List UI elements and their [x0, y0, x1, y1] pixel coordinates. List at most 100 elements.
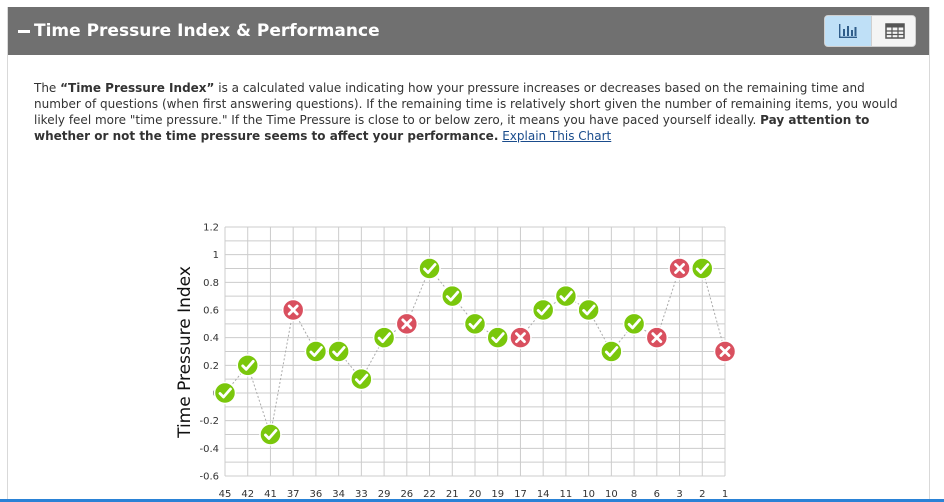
y-tick-label: 1: [213, 250, 219, 261]
panel-title: Time Pressure Index & Performance: [34, 21, 380, 41]
chart-grid: [224, 226, 726, 477]
y-axis-label: Time Pressure Index: [175, 266, 195, 439]
correct-point: [213, 381, 237, 405]
correct-point: [531, 298, 555, 322]
point-marker: [463, 312, 487, 336]
x-tick-label: 21: [446, 489, 459, 500]
point-marker: [531, 298, 555, 322]
x-tick-label: 19: [491, 489, 504, 500]
incorrect-point: [509, 326, 532, 349]
point-marker: [418, 257, 441, 280]
point-marker: [372, 326, 396, 349]
check-icon: [627, 318, 641, 330]
chart-view-button[interactable]: [825, 16, 871, 46]
correct-point: [600, 340, 623, 363]
check-icon: [582, 304, 596, 316]
correct-point: [372, 326, 396, 349]
x-tick-label: 10: [582, 489, 595, 500]
x-icon: [515, 332, 526, 344]
x-tick-label: 37: [287, 489, 300, 500]
bar-chart-icon: [839, 24, 857, 38]
point-marker: [236, 354, 259, 377]
x-icon: [651, 332, 663, 344]
check-icon: [241, 359, 255, 371]
check-icon: [468, 318, 482, 330]
correct-point: [236, 354, 259, 377]
x-tick-label: 22: [423, 489, 436, 500]
check-icon: [264, 429, 278, 440]
x-tick-label: 20: [469, 489, 482, 500]
point-marker: [622, 312, 646, 336]
check-icon: [536, 304, 551, 316]
point-marker: [213, 381, 237, 405]
point-marker: [577, 298, 600, 322]
x-icon: [719, 346, 731, 357]
point-marker: [600, 340, 623, 363]
correct-point: [486, 326, 509, 349]
chart-description: The “Time Pressure Index” is a calculate…: [34, 80, 914, 144]
point-marker: [554, 284, 578, 308]
incorrect-point: [395, 312, 419, 336]
point-marker: [259, 423, 282, 446]
panel-header[interactable]: Time Pressure Index & Performance: [8, 7, 929, 55]
correct-point: [259, 423, 282, 446]
description-body: is a calculated value indicating how you…: [34, 81, 898, 127]
x-tick-label: 14: [537, 489, 550, 500]
x-tick-label: 8: [631, 489, 637, 500]
y-tick-label: -0.6: [199, 472, 219, 483]
explain-chart-link[interactable]: Explain This Chart: [502, 129, 612, 143]
x-tick-label: 6: [654, 489, 660, 500]
x-icon: [401, 318, 413, 330]
incorrect-point: [713, 340, 737, 363]
collapse-icon[interactable]: [18, 30, 30, 33]
check-icon: [377, 332, 391, 344]
check-icon: [309, 346, 323, 357]
point-marker: [486, 326, 509, 349]
panel: Time Pressure Index & Performance: [7, 7, 930, 502]
point-marker: [691, 257, 714, 280]
check-icon: [423, 263, 437, 274]
description-intro: The: [34, 81, 61, 95]
bottom-edge: [0, 499, 944, 502]
x-tick-label: 41: [264, 489, 277, 500]
description-emphasis: Pay attention to whether or not the time…: [34, 113, 870, 143]
check-icon: [354, 373, 369, 385]
y-tick-label: 0.2: [203, 361, 219, 372]
check-icon: [559, 290, 573, 302]
x-tick-label: 1: [722, 489, 728, 500]
correct-point: [441, 284, 464, 308]
check-icon: [332, 346, 346, 357]
description-term: “Time Pressure Index”: [60, 81, 215, 95]
check-icon: [218, 387, 232, 399]
correct-point: [418, 257, 441, 280]
correct-point: [554, 284, 578, 308]
correct-point: [327, 340, 350, 363]
y-tick-label: -0.4: [199, 444, 219, 455]
table-grid-icon: [884, 23, 905, 39]
table-view-button[interactable]: [871, 16, 915, 46]
x-tick-label: 11: [560, 489, 573, 500]
y-tick-label: 0.8: [203, 278, 219, 289]
point-marker: [304, 340, 328, 363]
incorrect-point: [668, 257, 691, 280]
x-icon: [674, 263, 685, 274]
point-marker: [327, 340, 350, 363]
x-tick-label: 29: [378, 489, 391, 500]
x-tick-label: 36: [310, 489, 323, 500]
incorrect-point: [645, 326, 669, 349]
x-tick-label: 33: [355, 489, 368, 500]
y-tick-label: 0.6: [203, 306, 219, 317]
x-icon: [287, 304, 299, 316]
y-tick-label: -0.2: [199, 416, 219, 427]
check-icon: [604, 346, 619, 357]
correct-point: [304, 340, 328, 363]
x-tick-label: 42: [241, 489, 254, 500]
x-tick-label: 34: [332, 489, 345, 500]
x-tick-label: 10: [605, 489, 618, 500]
y-tick-label: 0.4: [203, 333, 219, 344]
incorrect-point: [281, 298, 305, 322]
point-marker: [441, 284, 464, 308]
check-icon: [695, 263, 710, 274]
correct-point: [350, 367, 373, 391]
x-tick-label: 45: [219, 489, 232, 500]
